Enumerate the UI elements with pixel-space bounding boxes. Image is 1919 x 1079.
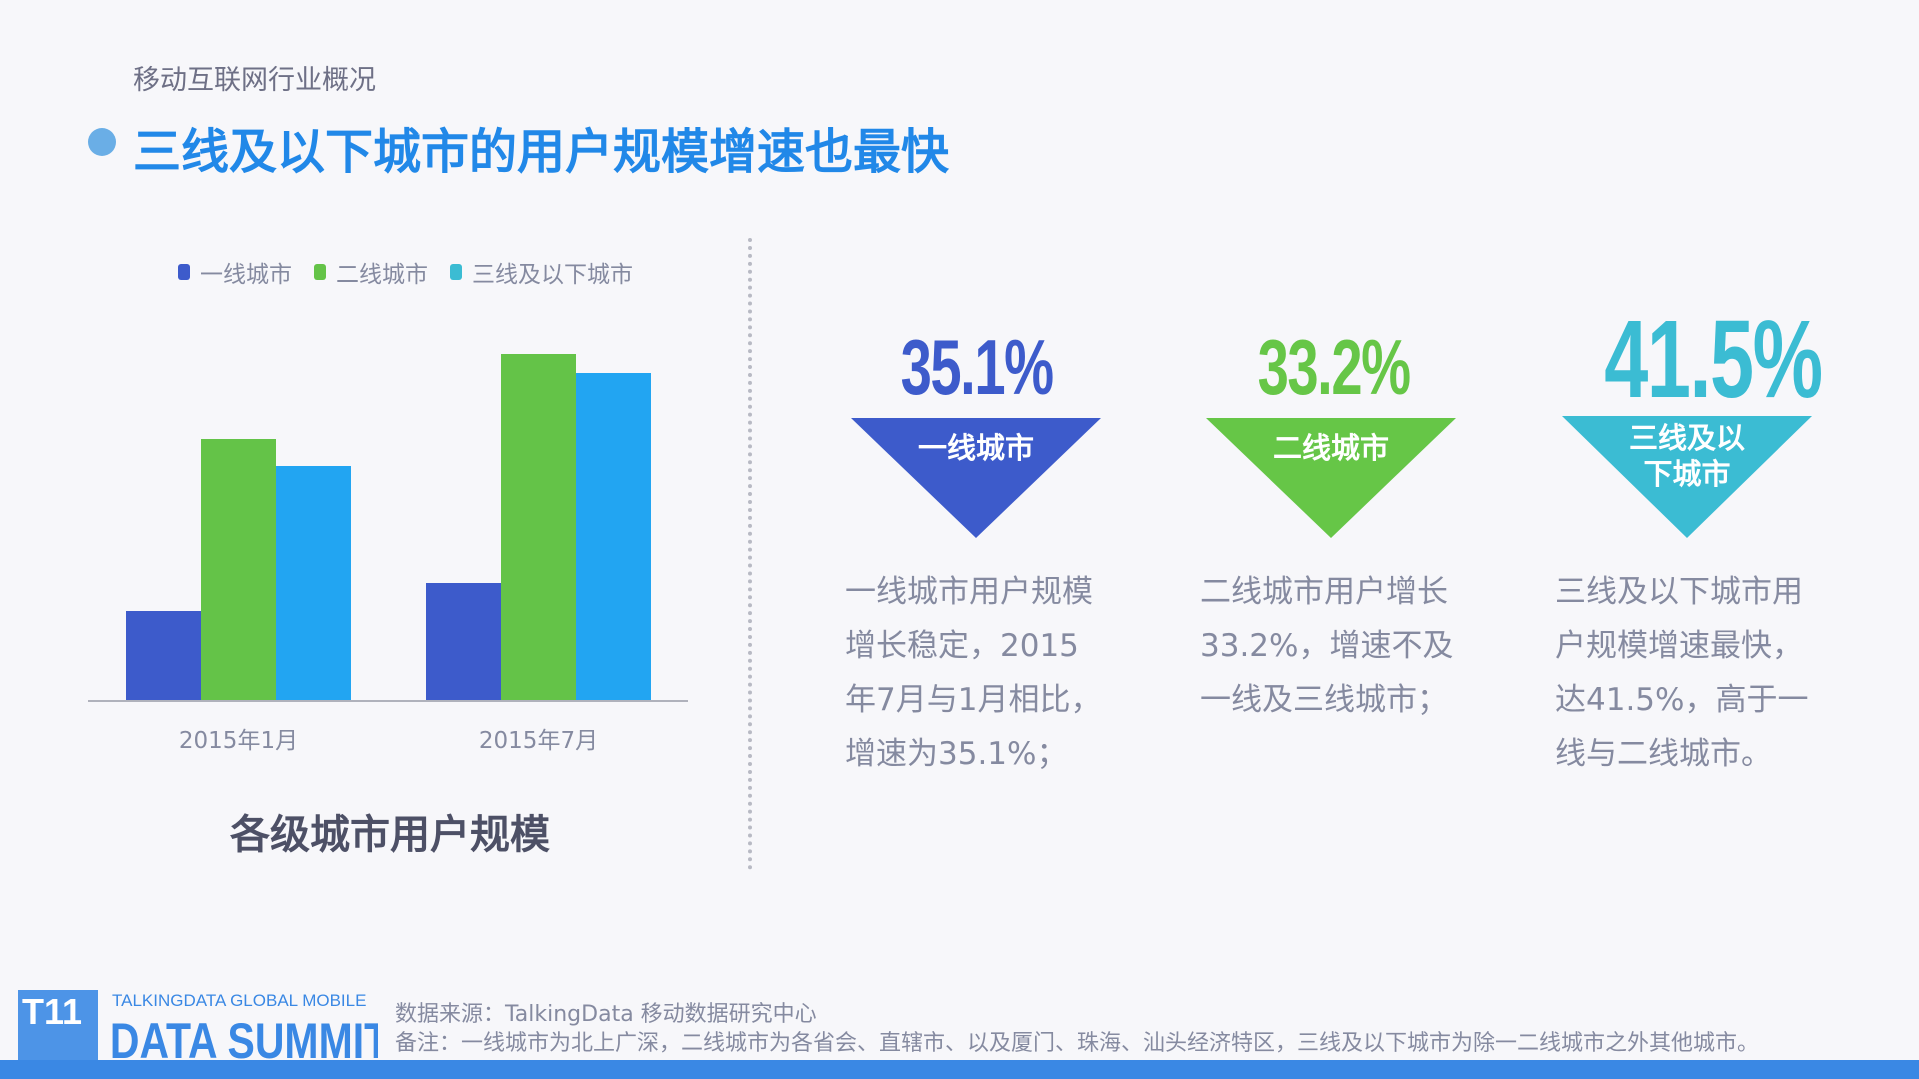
tier1-description: 一线城市用户规模 增长稳定，2015 年7月与1月相比， 增速为35.1%； bbox=[845, 565, 1120, 781]
bar-1-2 bbox=[426, 583, 501, 700]
text-line: 达41.5%，高于一 bbox=[1555, 682, 1809, 718]
legend-label: 二线城市 bbox=[336, 262, 428, 288]
triangle-down-icon bbox=[1206, 418, 1456, 538]
svg-text:T11: T11 bbox=[22, 991, 82, 1032]
legend-item-tier3: 三线及以下城市 bbox=[450, 255, 633, 289]
page-title: 三线及以下城市的用户规模增速也最快 bbox=[133, 124, 950, 180]
chart-legend: 一线城市 二线城市 三线及以下城市 bbox=[178, 255, 633, 289]
footnote: 备注：一线城市为北上广深，二线城市为各省会、直辖市、以及厦门、珠海、汕头经济特区… bbox=[395, 1031, 1760, 1056]
bar-2-2 bbox=[501, 354, 576, 700]
legend-item-tier2: 二线城市 bbox=[314, 255, 428, 289]
bar-1-1 bbox=[126, 611, 201, 700]
stat-value-tier1: 35.1% bbox=[900, 323, 1054, 411]
chart-title: 各级城市用户规模 bbox=[230, 812, 550, 858]
svg-text:TALKINGDATA GLOBAL MOBILE: TALKINGDATA GLOBAL MOBILE bbox=[112, 991, 366, 1010]
x-tick-label: 2015年1月 bbox=[179, 728, 298, 754]
badge-label: 三线及以 bbox=[1628, 421, 1745, 455]
text-line: 二线城市用户增长 bbox=[1200, 574, 1448, 610]
tier2-triangle-badge: 二线城市 bbox=[1206, 418, 1456, 538]
legend-label: 三线及以下城市 bbox=[472, 262, 633, 288]
triangle-down-icon bbox=[1562, 416, 1812, 538]
text-line: 三线及以下城市用 bbox=[1555, 574, 1803, 610]
text-line: 增长稳定，2015 bbox=[845, 628, 1079, 664]
stat-value-tier2: 33.2% bbox=[1257, 323, 1411, 411]
legend-label: 一线城市 bbox=[200, 262, 292, 288]
data-summit-logo: T11 TALKINGDATA GLOBAL MOBILE DATA SUMMI… bbox=[18, 990, 378, 1060]
tier3-triangle-badge: 三线及以 下城市 bbox=[1562, 416, 1812, 538]
x-tick-label: 2015年7月 bbox=[479, 728, 598, 754]
divider bbox=[748, 238, 752, 870]
bar-3-2 bbox=[576, 373, 651, 700]
stat-value-tier3: 41.5% bbox=[1604, 298, 1823, 421]
legend-swatch bbox=[178, 264, 190, 280]
tier2-description: 二线城市用户增长 33.2%，增速不及 一线及三线城市； bbox=[1200, 565, 1475, 727]
text-line: 33.2%，增速不及 bbox=[1200, 628, 1454, 664]
bar-2-1 bbox=[201, 439, 276, 700]
badge-label: 下城市 bbox=[1643, 457, 1731, 491]
svg-text:DATA SUMMIT: DATA SUMMIT bbox=[110, 1013, 378, 1060]
text-line: 户规模增速最快， bbox=[1555, 628, 1803, 664]
section-label: 移动互联网行业概况 bbox=[133, 65, 376, 96]
text-line: 年7月与1月相比， bbox=[845, 682, 1102, 718]
tier1-triangle-badge: 一线城市 bbox=[851, 418, 1101, 538]
text-line: 增速为35.1%； bbox=[845, 736, 1068, 772]
legend-swatch bbox=[450, 264, 462, 280]
bullet-dot-icon bbox=[88, 128, 116, 156]
text-line: 线与二线城市。 bbox=[1555, 736, 1772, 772]
legend-item-tier1: 一线城市 bbox=[178, 255, 292, 289]
legend-swatch bbox=[314, 264, 326, 280]
badge-label: 二线城市 bbox=[1272, 431, 1389, 465]
triangle-down-icon bbox=[851, 418, 1101, 538]
bar-3-1 bbox=[276, 466, 351, 700]
text-line: 一线城市用户规模 bbox=[845, 574, 1093, 610]
footer-bar bbox=[0, 1060, 1919, 1079]
badge-label: 一线城市 bbox=[917, 431, 1034, 465]
data-source: 数据来源：TalkingData 移动数据研究中心 bbox=[395, 1002, 817, 1027]
bar-chart: 2015年1月 2015年7月 bbox=[88, 354, 688, 754]
tier3-description: 三线及以下城市用 户规模增速最快， 达41.5%，高于一 线与二线城市。 bbox=[1555, 565, 1830, 781]
text-line: 一线及三线城市； bbox=[1200, 682, 1448, 718]
